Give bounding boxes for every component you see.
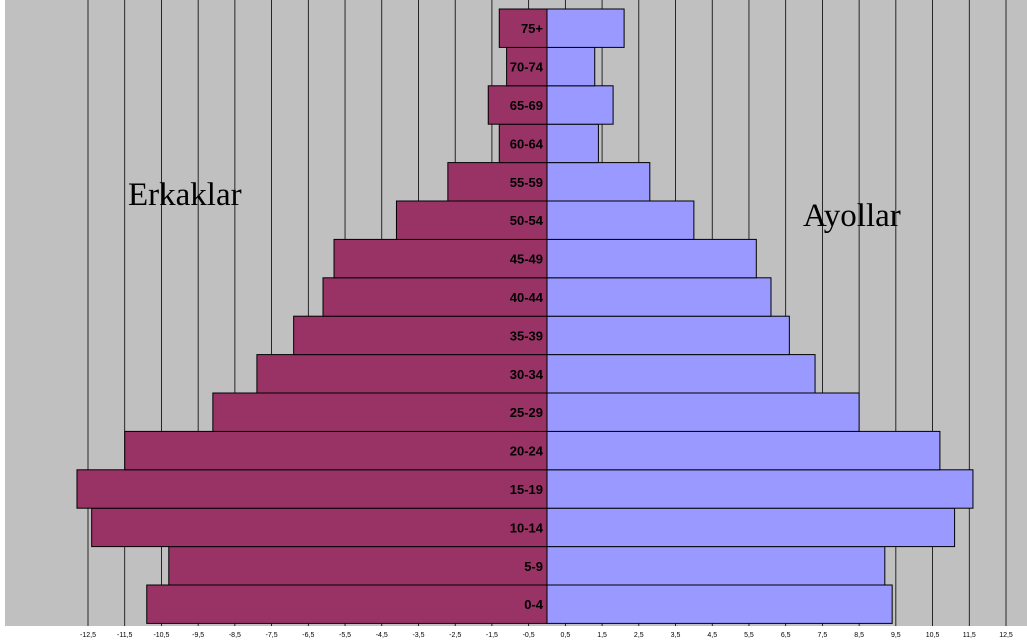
age-label-35-39: 35-39: [510, 328, 543, 343]
x-tick-label: -4,5: [376, 632, 388, 639]
bar-ayollar-70-74: [546, 46, 596, 87]
age-label-0-4: 0-4: [524, 597, 544, 612]
bar-ayollar-30-34: [546, 354, 816, 394]
x-tick-label: -3,5: [412, 632, 424, 639]
bar-ayollar-40-44: [546, 277, 772, 317]
bar-ayollar-20-24: [546, 430, 941, 471]
bar-erkaklar-60-64: [498, 123, 548, 164]
bar-ayollar-25-29: [546, 392, 860, 432]
x-axis-ticks: -12,5 -11,5 -10,5 -9,5 -8,5 -7,5 -6,5 -5,5 -4,5 -…: [80, 632, 1013, 639]
bar-erkaklar-40-44: [322, 277, 548, 317]
bar-ayollar-35-39: [546, 315, 790, 356]
bar-erkaklar-45-49: [333, 238, 548, 279]
bar-erkaklar-25-29: [212, 392, 548, 432]
age-label-20-24: 20-24: [510, 444, 544, 459]
age-label-5-9: 5-9: [524, 559, 543, 574]
bar-erkaklar-5-9: [168, 546, 548, 586]
bar-ayollar-5-9: [546, 546, 886, 586]
x-tick-label: 4,5: [707, 632, 717, 639]
bar-erkaklar-35-39: [293, 315, 548, 356]
age-label-15-19: 15-19: [510, 482, 543, 497]
x-tick-label: 5,5: [744, 632, 754, 639]
x-tick-label: 6,5: [781, 632, 791, 639]
x-tick-label: 8,5: [854, 632, 864, 639]
x-tick-label: -5,5: [339, 632, 351, 639]
bar-ayollar-15-19: [546, 469, 974, 509]
x-tick-label: 9,5: [891, 632, 901, 639]
x-tick-label: 2,5: [634, 632, 644, 639]
bar-erkaklar-0-4: [146, 584, 548, 624]
x-tick-label: -1,5: [486, 632, 498, 639]
bar-erkaklar-15-19: [76, 469, 548, 509]
x-tick-label: 0,5: [560, 632, 570, 639]
bar-erkaklar-75+: [498, 8, 548, 48]
age-label-45-49: 45-49: [510, 252, 543, 267]
age-labels: 0-4 5-9 10-14 15-19 20-24 25-29 30-34 35-39 40-4…: [510, 21, 544, 612]
age-label-60-64: 60-64: [510, 136, 544, 151]
ayollar-label: Ayollar: [803, 198, 901, 234]
age-label-40-44: 40-44: [510, 290, 544, 305]
x-tick-label: -0,5: [523, 632, 535, 639]
bar-erkaklar-20-24: [124, 430, 548, 471]
age-label-75+: 75+: [521, 21, 543, 36]
erkaklar-label: Erkaklar: [128, 177, 242, 213]
x-tick-label: 12,5: [999, 632, 1013, 639]
x-tick-label: -7,5: [266, 632, 278, 639]
x-tick-label: -8,5: [229, 632, 241, 639]
x-tick-label: -11,5: [117, 632, 133, 639]
age-label-25-29: 25-29: [510, 405, 543, 420]
age-label-10-14: 10-14: [510, 520, 544, 535]
x-tick-label: -9,5: [192, 632, 204, 639]
age-label-50-54: 50-54: [510, 213, 544, 228]
bar-ayollar-65-69: [546, 85, 614, 125]
bar-ayollar-0-4: [546, 584, 893, 624]
bars: [76, 8, 974, 624]
bar-ayollar-75+: [546, 8, 625, 48]
x-tick-label: -2,5: [449, 632, 461, 639]
age-label-30-34: 30-34: [510, 367, 544, 382]
x-tick-label: 7,5: [818, 632, 828, 639]
bar-ayollar-10-14: [546, 507, 956, 548]
age-label-55-59: 55-59: [510, 175, 543, 190]
x-tick-label: -12,5: [80, 632, 96, 639]
bar-erkaklar-10-14: [91, 507, 548, 548]
bar-erkaklar-50-54: [395, 200, 548, 240]
x-tick-label: 10,5: [926, 632, 940, 639]
x-tick-label: -10,5: [153, 632, 169, 639]
x-tick-label: 11,5: [963, 632, 976, 639]
bar-ayollar-45-49: [546, 238, 757, 279]
age-label-65-69: 65-69: [510, 98, 543, 113]
bar-erkaklar-30-34: [256, 354, 548, 394]
bar-ayollar-60-64: [546, 123, 599, 164]
x-tick-label: -6,5: [302, 632, 314, 639]
age-label-70-74: 70-74: [510, 60, 544, 75]
bar-erkaklar-55-59: [447, 162, 548, 202]
bar-ayollar-50-54: [546, 200, 695, 240]
bar-ayollar-55-59: [546, 162, 651, 202]
x-tick-label: 3,5: [671, 632, 681, 639]
x-tick-label: 1,5: [597, 632, 607, 639]
